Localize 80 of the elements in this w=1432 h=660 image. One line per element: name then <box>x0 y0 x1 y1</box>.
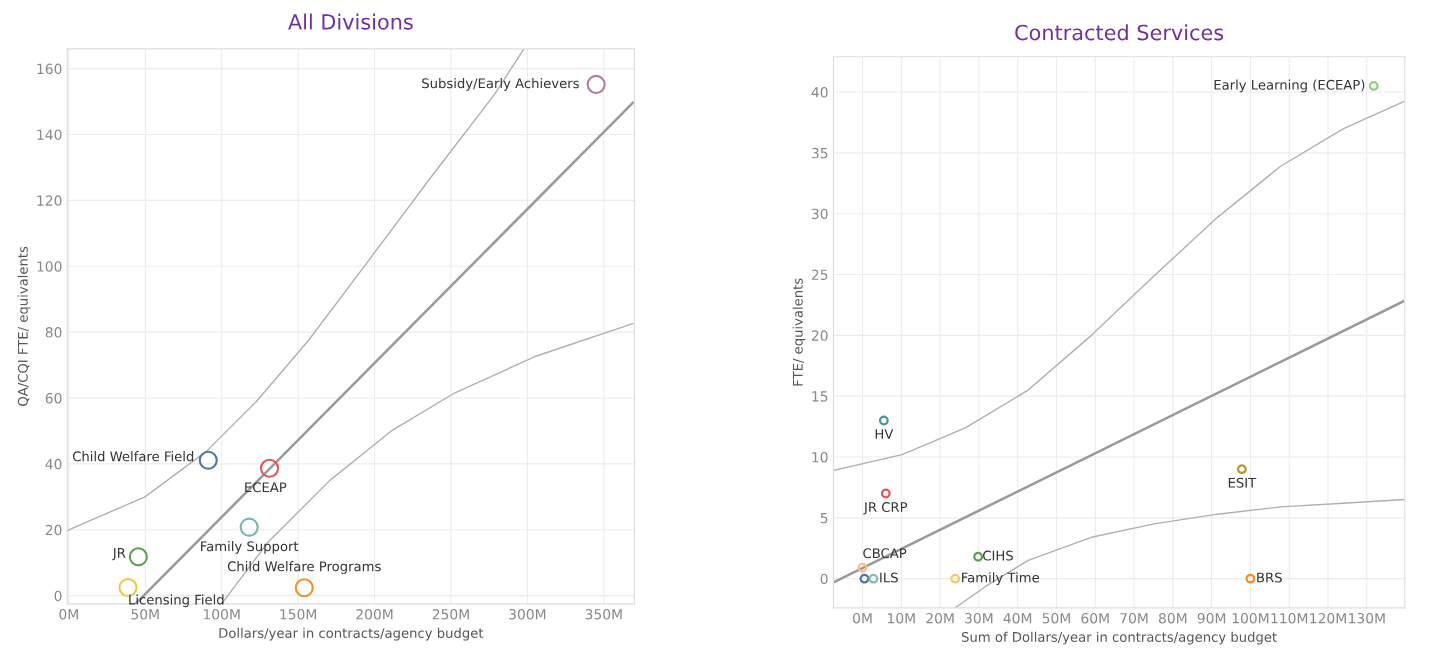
point <box>259 458 280 478</box>
point <box>950 573 961 584</box>
y-tick-label: 20 <box>811 330 828 341</box>
y-tick-label: 160 <box>37 63 62 75</box>
x-tick-label: 130M <box>1349 612 1385 624</box>
series-label: CIHS <box>983 550 1013 561</box>
chart-title: All Divisions <box>288 13 413 30</box>
point <box>859 573 870 584</box>
y-tick-label: 20 <box>45 524 62 536</box>
point <box>586 74 606 94</box>
x-tick-label: 70M <box>1120 612 1148 624</box>
y-tick-label: 40 <box>811 87 828 98</box>
point <box>1368 81 1379 91</box>
y-tick-label: 25 <box>811 269 828 280</box>
y-axis-title: QA/CQI FTE/ equivalents <box>17 246 31 406</box>
x-tick-label: 300M <box>509 609 546 620</box>
point <box>973 551 984 562</box>
x-tick-label: 80M <box>1158 612 1187 624</box>
point <box>1245 573 1256 584</box>
series-label: CBCAP <box>863 548 907 559</box>
y-tick-label: 30 <box>811 208 828 220</box>
x-tick-label: 40M <box>1003 612 1032 624</box>
series-label: Early Learning (ECEAP) <box>1214 79 1365 93</box>
series-label: ILS <box>880 572 898 583</box>
line-series <box>833 101 1405 472</box>
x-axis-title: Dollars/year in contracts/agency budget <box>219 627 484 641</box>
x-tick-label: 350M <box>585 609 622 620</box>
point <box>1236 464 1247 475</box>
y-tick-label: 140 <box>37 129 62 140</box>
point <box>868 573 879 584</box>
point <box>239 517 259 537</box>
y-tick-label: 0 <box>820 573 828 585</box>
series-label: JR <box>112 548 126 561</box>
x-tick-label: 120M <box>1310 612 1346 624</box>
x-tick-label: 200M <box>356 609 393 620</box>
y-tick-label: 10 <box>812 451 828 463</box>
y-tick-label: 0 <box>54 590 62 602</box>
x-tick-label: 50M <box>1042 612 1070 624</box>
y-tick-label: 100 <box>37 261 62 272</box>
y-tick-label: 40 <box>45 458 62 470</box>
series-label: BRS <box>1257 572 1282 583</box>
x-tick-label: 0M <box>853 612 872 624</box>
point <box>294 578 314 598</box>
x-tick-label: 10M <box>888 612 915 624</box>
series-label: ESIT <box>1228 477 1257 488</box>
x-tick-label: 100M <box>203 609 240 620</box>
y-axis-title: FTE/ equivalents <box>792 278 806 386</box>
x-tick-label: 110M <box>1271 612 1308 624</box>
chart-title: Contracted Services <box>1015 24 1224 41</box>
x-tick-label: 20M <box>926 612 954 624</box>
point <box>128 547 148 567</box>
y-tick-label: 35 <box>811 147 828 159</box>
x-tick-label: 250M <box>432 609 469 620</box>
series-label: HV <box>875 429 894 439</box>
x-tick-label: 50M <box>131 609 159 620</box>
line-series <box>954 498 1405 608</box>
point <box>857 562 868 573</box>
x-tick-label: 100M <box>1232 612 1269 624</box>
series-label: Child Welfare Field <box>72 451 194 462</box>
x-tick-label: 60M <box>1081 612 1109 624</box>
series-label: Child Welfare Programs <box>227 561 381 574</box>
x-tick-label: 90M <box>1197 612 1226 624</box>
series-label: Subsidy/Early Achievers <box>422 78 579 91</box>
x-tick-label: 150M <box>280 609 316 620</box>
y-tick-label: 15 <box>812 391 828 402</box>
series-label: ECEAP <box>245 482 287 493</box>
x-tick-label: 0M <box>59 609 78 620</box>
point <box>198 450 218 470</box>
series-label: Licensing Field <box>129 594 224 608</box>
x-tick-label: 30M <box>965 612 993 624</box>
point <box>878 415 889 426</box>
series-label: Family Time <box>962 572 1040 586</box>
x-axis-title: Sum of Dollars/year in contracts/agency budget <box>961 631 1277 645</box>
series-label: JR CRP <box>863 502 908 515</box>
y-tick-label: 120 <box>37 195 62 206</box>
point <box>880 488 891 499</box>
series-label: Family Support <box>201 541 299 554</box>
y-tick-label: 80 <box>45 327 62 338</box>
y-tick-label: 5 <box>820 512 828 524</box>
y-tick-label: 60 <box>45 392 62 404</box>
